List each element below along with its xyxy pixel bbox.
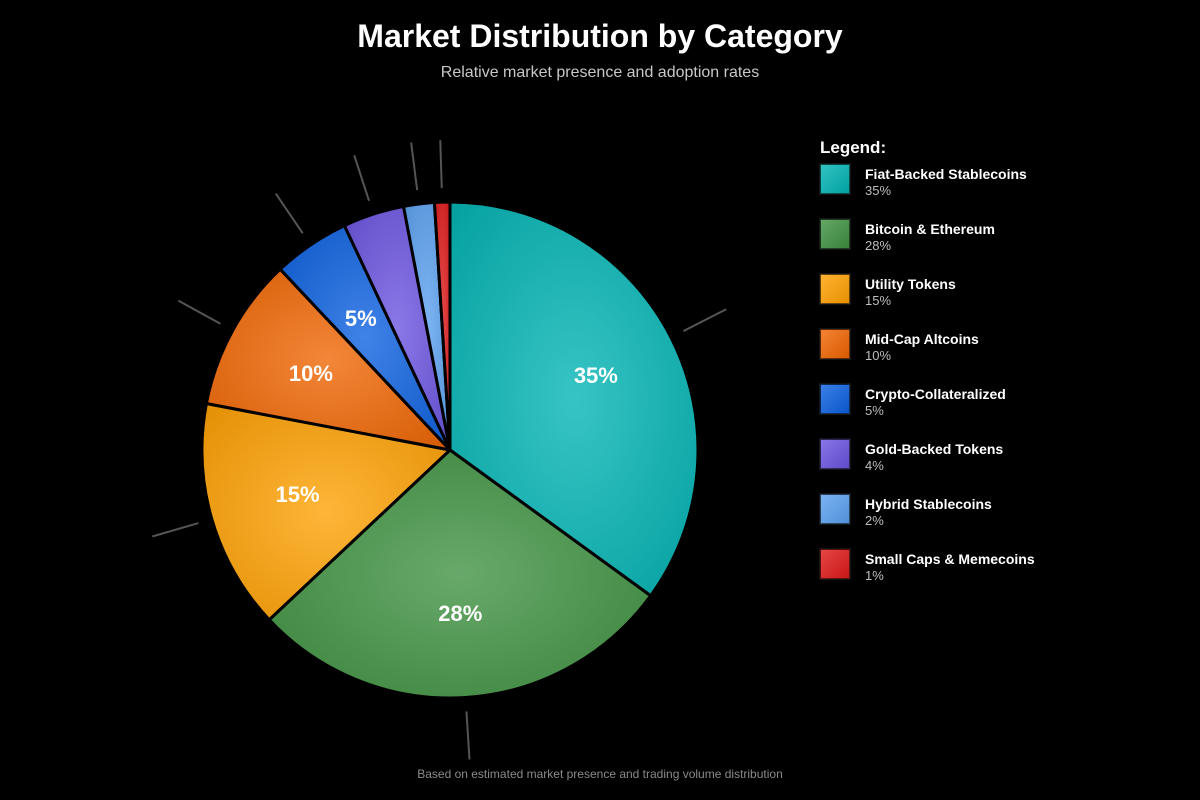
legend-label: Small Caps & Memecoins <box>865 551 1035 567</box>
leader-line-utility-tokens <box>152 522 199 538</box>
leader-lines <box>152 140 727 760</box>
legend-item-crypto-collateralized: Crypto-Collateralized 5% <box>819 383 1120 439</box>
legend-value: 15% <box>865 293 892 308</box>
legend-value: 35% <box>865 183 892 198</box>
pie-slice-fiat-backed-stablecoins[interactable] <box>448 200 700 598</box>
pie-slice-mid-cap-altcoins[interactable] <box>204 267 452 452</box>
leader-line-hybrid-stablecoins <box>410 142 419 191</box>
leader-line-bitcoin-and-ethereum <box>465 711 471 760</box>
pie-slice-small-caps-and-memecoins[interactable] <box>432 200 452 452</box>
legend-label: Utility Tokens <box>865 276 956 292</box>
legend-label: Crypto-Collateralized <box>865 386 1006 402</box>
legend-item-small-caps-and-memecoins: Small Caps & Memecoins 1% <box>819 548 1120 604</box>
legend-value: 5% <box>865 403 884 418</box>
legend-item-mid-cap-altcoins: Mid-Cap Altcoins 10% <box>819 328 1120 384</box>
legend-label: Mid-Cap Altcoins <box>865 331 979 347</box>
slice-label-bitcoin-and-ethereum: 28% <box>438 601 482 626</box>
footnote: Based on estimated market presence and t… <box>417 767 783 781</box>
slice-label-fiat-backed-stablecoins: 35% <box>574 363 618 388</box>
leader-line-mid-cap-altcoins <box>177 299 221 325</box>
legend-swatch-hybrid-stablecoins <box>819 493 851 525</box>
chart-subtitle: Relative market presence and adoption ra… <box>440 64 760 81</box>
legend-title: Legend: <box>820 138 887 157</box>
leader-line-fiat-backed-stablecoins <box>682 308 727 332</box>
slice-label-utility-tokens: 15% <box>276 482 320 507</box>
pie-slice-utility-tokens[interactable] <box>200 402 452 622</box>
legend-swatch-gold-backed-tokens <box>819 438 851 470</box>
pie-slice-bitcoin-and-ethereum[interactable] <box>267 448 653 700</box>
legend-label: Fiat-Backed Stablecoins <box>865 166 1027 182</box>
slice-label-mid-cap-altcoins: 10% <box>289 361 333 386</box>
legend: Legend: Fiat-Backed Stablecoins 35% Bitcoi… <box>819 138 1120 604</box>
legend-swatch-small-caps-and-memecoins <box>819 548 851 580</box>
legend-label: Hybrid Stablecoins <box>865 496 992 512</box>
legend-item-hybrid-stablecoins: Hybrid Stablecoins 2% <box>819 493 1120 549</box>
legend-value: 2% <box>865 513 884 528</box>
legend-item-utility-tokens: Utility Tokens 15% <box>819 273 1120 329</box>
legend-value: 28% <box>865 238 892 253</box>
legend-value: 1% <box>865 568 884 583</box>
legend-swatch-bitcoin-and-ethereum <box>819 218 851 250</box>
legend-swatch-utility-tokens <box>819 273 851 305</box>
legend-label: Gold-Backed Tokens <box>865 441 1004 457</box>
legend-swatch-fiat-backed-stablecoins <box>819 163 851 195</box>
legend-item-bitcoin-and-ethereum: Bitcoin & Ethereum 28% <box>819 218 1120 274</box>
slice-labels: 35% 28% 15% 10% 5% <box>276 306 618 626</box>
legend-item-gold-backed-tokens: Gold-Backed Tokens 4% <box>819 438 1120 494</box>
pie-slices <box>200 200 700 700</box>
leader-line-gold-backed-tokens <box>353 154 370 202</box>
chart-title: Market Distribution by Category <box>357 18 843 54</box>
legend-items: Fiat-Backed Stablecoins 35% Bitcoin & Ethe… <box>819 163 1120 604</box>
leader-line-small-caps-and-memecoins <box>439 140 443 189</box>
legend-item-fiat-backed-stablecoins: Fiat-Backed Stablecoins 35% <box>819 163 1120 219</box>
slice-label-crypto-collateralized: 5% <box>345 306 377 331</box>
legend-swatch-crypto-collateralized <box>819 383 851 415</box>
legend-value: 10% <box>865 348 892 363</box>
legend-value: 4% <box>865 458 884 473</box>
legend-label: Bitcoin & Ethereum <box>865 221 995 237</box>
legend-swatch-mid-cap-altcoins <box>819 328 851 360</box>
leader-line-crypto-collateralized <box>274 193 304 234</box>
